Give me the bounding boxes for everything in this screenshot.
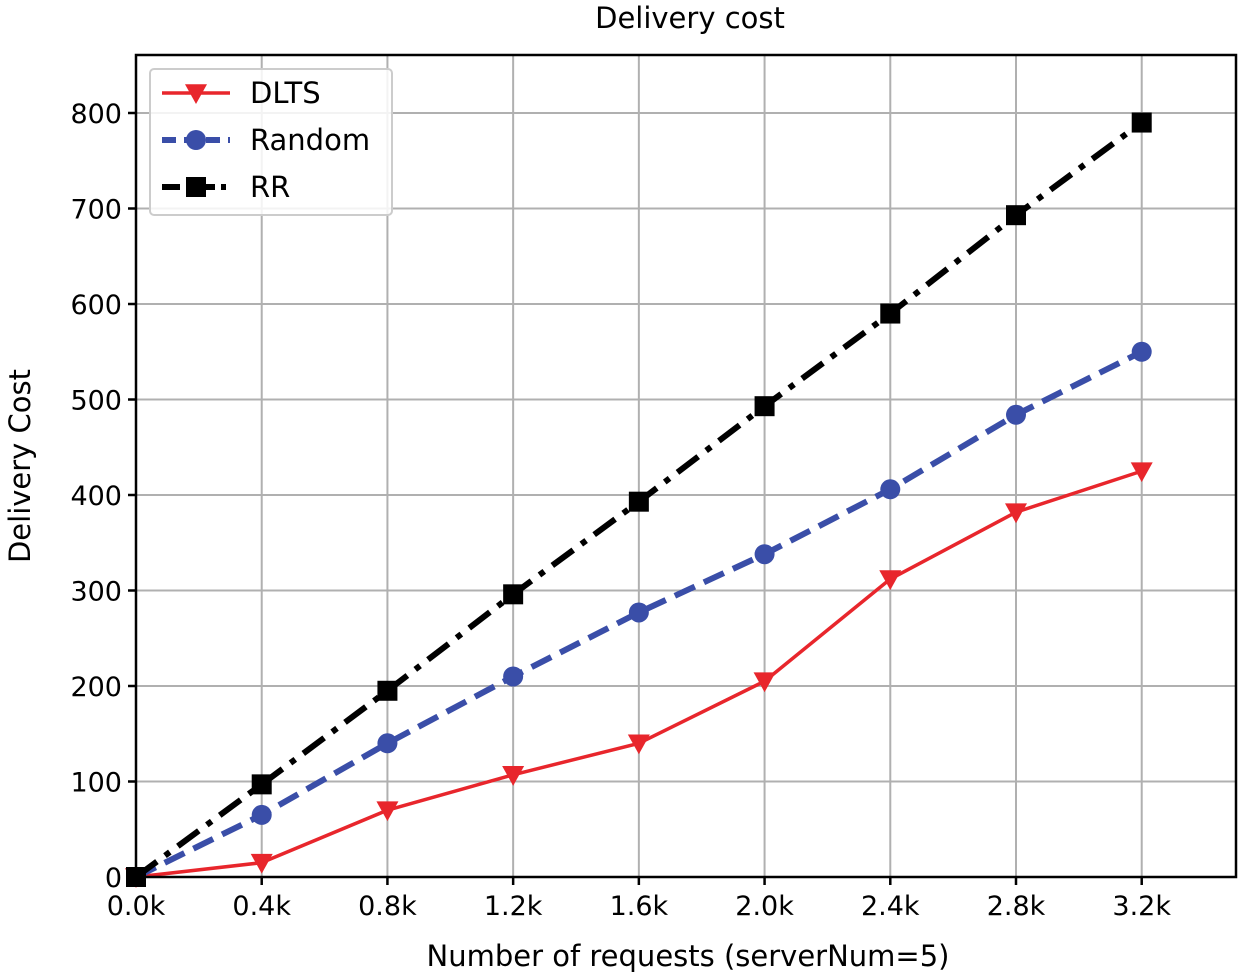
y-tick-label: 400 <box>70 481 122 512</box>
x-tick-label: 0.0k <box>107 891 166 922</box>
legend-label-random: Random <box>250 123 370 157</box>
x-tick-label: 3.2k <box>1112 891 1171 922</box>
data-point-rr <box>628 491 649 512</box>
legend-item-random: Random <box>162 123 370 157</box>
data-point-dlts <box>250 853 273 874</box>
data-point-rr <box>251 774 272 795</box>
plot-frame <box>134 53 1238 879</box>
y-tick-label: 100 <box>70 768 122 799</box>
series-line-random <box>134 349 1144 880</box>
x-axis: 0.0k 0.4k 0.8k 1.2k 1.6k 2.0k 2.4k 2.8k 3.2k <box>107 877 1171 922</box>
legend: DLTS Random RR <box>149 68 393 216</box>
data-point-random <box>1006 404 1026 425</box>
legend-marker-random <box>186 130 206 150</box>
data-point-random <box>754 544 775 565</box>
data-point-random <box>503 666 524 687</box>
y-axis: 0 100 200 300 400 500 600 700 800 <box>70 99 136 894</box>
x-axis-label: Number of requests (serverNum=5) <box>427 939 950 973</box>
data-point-dlts <box>1005 503 1027 524</box>
y-tick-label: 800 <box>70 99 122 130</box>
y-tick-label: 300 <box>70 577 122 608</box>
series-layer <box>125 112 1153 888</box>
data-point-dlts <box>627 734 650 755</box>
data-point-dlts <box>753 672 776 693</box>
legend-label-dlts: DLTS <box>250 76 321 110</box>
y-tick-label: 0 <box>105 863 122 894</box>
legend-marker-dlts <box>185 84 207 104</box>
y-axis-label: Delivery Cost <box>3 369 37 563</box>
data-point-rr <box>377 680 398 701</box>
y-tick-label: 700 <box>70 195 122 226</box>
series-rr <box>126 112 1152 887</box>
legend-item-rr: RR <box>162 170 290 204</box>
x-tick-label: 0.4k <box>232 891 291 922</box>
data-point-random <box>1131 341 1152 362</box>
data-point-dlts <box>879 570 902 591</box>
data-point-rr <box>503 584 524 605</box>
x-tick-label: 2.4k <box>861 891 920 922</box>
data-point-random <box>251 804 272 825</box>
data-point-dlts <box>1130 462 1153 483</box>
legend-box <box>149 68 393 216</box>
data-point-random <box>377 733 398 754</box>
y-tick-label: 600 <box>70 290 122 321</box>
y-tick-label: 200 <box>70 672 122 703</box>
data-point-dlts <box>502 766 525 786</box>
legend-marker-rr <box>186 177 206 197</box>
data-point-rr <box>754 396 775 417</box>
x-tick-label: 0.8k <box>358 891 417 922</box>
data-point-dlts <box>376 801 399 822</box>
legend-item-dlts: DLTS <box>162 76 321 110</box>
series-dlts <box>125 462 1153 888</box>
data-point-rr <box>880 303 901 324</box>
x-tick-label: 2.0k <box>735 891 794 922</box>
x-tick-label: 2.8k <box>987 891 1046 922</box>
x-tick-label: 1.6k <box>610 891 669 922</box>
y-tick-label: 500 <box>70 386 122 417</box>
data-point-rr <box>1006 205 1026 226</box>
data-point-rr <box>1131 112 1152 133</box>
legend-label-rr: RR <box>250 170 290 204</box>
chart-title: Delivery cost <box>595 1 785 35</box>
x-tick-label: 1.2k <box>484 891 543 922</box>
data-point-random <box>628 602 649 623</box>
data-point-random <box>880 479 901 500</box>
